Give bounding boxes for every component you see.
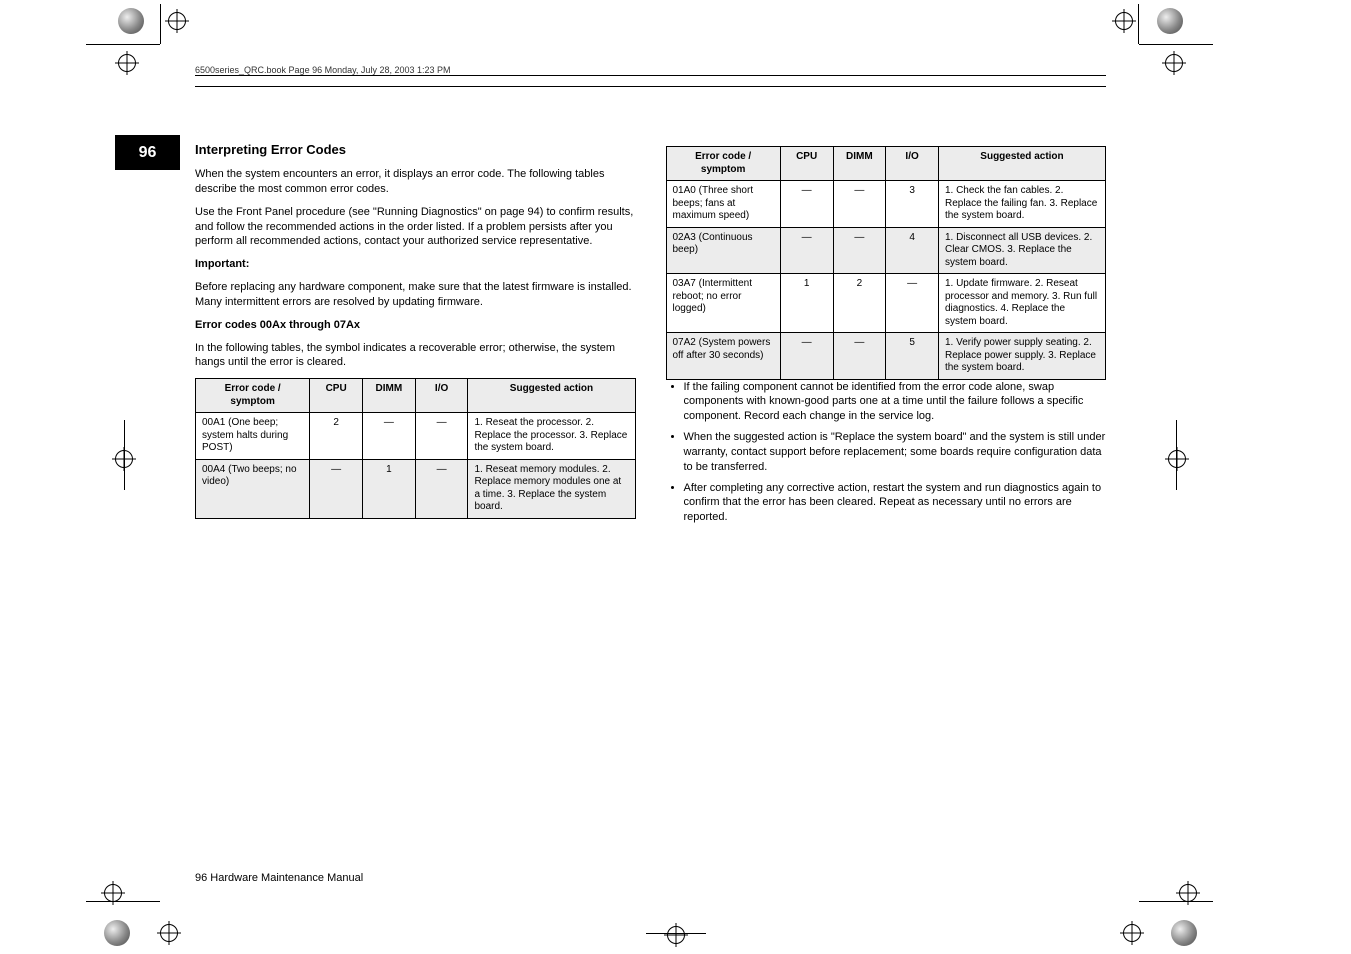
table-header-row: Error code / symptom CPU DIMM I/O Sugges… bbox=[666, 147, 1106, 181]
crop-h-tr bbox=[1139, 44, 1213, 45]
intro-para-1: When the system encounters an error, it … bbox=[195, 167, 636, 197]
header-rule-1 bbox=[195, 75, 1106, 76]
cell: 03A7 (Intermittent reboot; no error logg… bbox=[666, 274, 780, 333]
col-head: DIMM bbox=[833, 147, 886, 181]
reg-sphere-br bbox=[1171, 920, 1197, 946]
header-rule-2 bbox=[195, 86, 1106, 87]
cell: 1. Reseat the processor. 2. Replace the … bbox=[468, 413, 635, 460]
reg-cross-tl bbox=[168, 12, 186, 30]
table-row: 07A2 (System powers off after 30 seconds… bbox=[666, 333, 1106, 380]
reg-sphere-tl bbox=[118, 8, 144, 34]
right-column: Error code / symptom CPU DIMM I/O Sugges… bbox=[666, 142, 1107, 533]
crop-v-ml bbox=[124, 420, 125, 490]
table-header-row: Error code / symptom CPU DIMM I/O Sugges… bbox=[196, 379, 636, 413]
reg-cross-br2 bbox=[1179, 884, 1197, 902]
notes-list: If the failing component cannot be ident… bbox=[666, 380, 1107, 526]
col-head: CPU bbox=[780, 147, 833, 181]
cell: 2 bbox=[833, 274, 886, 333]
table-row: 03A7 (Intermittent reboot; no error logg… bbox=[666, 274, 1106, 333]
reg-sphere-tr bbox=[1157, 8, 1183, 34]
cell: 00A1 (One beep; system halts during POST… bbox=[196, 413, 310, 460]
crop-v-mr bbox=[1176, 420, 1177, 490]
reg-cross-bl2 bbox=[104, 884, 122, 902]
cell: — bbox=[415, 459, 468, 518]
col-head: I/O bbox=[415, 379, 468, 413]
crop-h-tl bbox=[86, 44, 160, 45]
important-head: Important: bbox=[195, 257, 636, 272]
crop-h-bc bbox=[646, 933, 706, 934]
cell: — bbox=[833, 227, 886, 274]
table-row: 00A1 (One beep; system halts during POST… bbox=[196, 413, 636, 460]
reg-cross-bl bbox=[160, 924, 178, 942]
cell: — bbox=[780, 227, 833, 274]
cell: — bbox=[780, 333, 833, 380]
cell: 1. Update firmware. 2. Reseat processor … bbox=[938, 274, 1105, 333]
note-item: After completing any corrective action, … bbox=[684, 481, 1107, 526]
crop-v-tl bbox=[160, 4, 161, 44]
file-meta: 6500series_QRC.book Page 96 Monday, July… bbox=[195, 65, 451, 75]
page-frame: 6500series_QRC.book Page 96 Monday, July… bbox=[195, 75, 1106, 533]
section-title: Interpreting Error Codes bbox=[195, 142, 636, 157]
cell: 00A4 (Two beeps; no video) bbox=[196, 459, 310, 518]
reg-cross-tl2 bbox=[118, 54, 136, 72]
cell: — bbox=[833, 333, 886, 380]
error-table-2: Error code / symptom CPU DIMM I/O Sugges… bbox=[666, 146, 1107, 380]
cell: — bbox=[415, 413, 468, 460]
cell: — bbox=[833, 181, 886, 228]
page-number-badge: 96 bbox=[115, 135, 180, 170]
col-head: Suggested action bbox=[938, 147, 1105, 181]
table-row: 02A3 (Continuous beep) — — 4 1. Disconne… bbox=[666, 227, 1106, 274]
cell: — bbox=[363, 413, 416, 460]
important-body: Before replacing any hardware component,… bbox=[195, 280, 636, 310]
two-column-layout: Interpreting Error Codes When the system… bbox=[195, 142, 1106, 533]
reg-cross-bc bbox=[667, 926, 685, 944]
cell: — bbox=[886, 274, 939, 333]
reg-cross-br bbox=[1123, 924, 1141, 942]
cell: 1. Disconnect all USB devices. 2. Clear … bbox=[938, 227, 1105, 274]
table-row: 01A0 (Three short beeps; fans at maximum… bbox=[666, 181, 1106, 228]
reg-cross-mr bbox=[1168, 450, 1186, 468]
crop-h-br bbox=[1139, 901, 1213, 902]
reg-cross-tr2 bbox=[1165, 54, 1183, 72]
left-column: Interpreting Error Codes When the system… bbox=[195, 142, 636, 533]
note-item: When the suggested action is "Replace th… bbox=[684, 430, 1107, 475]
cell: 4 bbox=[886, 227, 939, 274]
reg-cross-tr bbox=[1115, 12, 1133, 30]
reg-sphere-bl bbox=[104, 920, 130, 946]
col-head: I/O bbox=[886, 147, 939, 181]
crop-h-bl bbox=[86, 901, 160, 902]
col-head: CPU bbox=[310, 379, 363, 413]
cell: 2 bbox=[310, 413, 363, 460]
cell: 1 bbox=[780, 274, 833, 333]
symbol-note: In the following tables, the symbol indi… bbox=[195, 341, 636, 371]
cell: 5 bbox=[886, 333, 939, 380]
cell: 07A2 (System powers off after 30 seconds… bbox=[666, 333, 780, 380]
cell: 1. Check the fan cables. 2. Replace the … bbox=[938, 181, 1105, 228]
subsection-head: Error codes 00Ax through 07Ax bbox=[195, 318, 636, 333]
cell: 1. Verify power supply seating. 2. Repla… bbox=[938, 333, 1105, 380]
col-head: Suggested action bbox=[468, 379, 635, 413]
table-row: 00A4 (Two beeps; no video) — 1 — 1. Rese… bbox=[196, 459, 636, 518]
error-table-1: Error code / symptom CPU DIMM I/O Sugges… bbox=[195, 378, 636, 519]
reg-cross-ml bbox=[115, 450, 133, 468]
cell: 1. Reseat memory modules. 2. Replace mem… bbox=[468, 459, 635, 518]
cell: — bbox=[780, 181, 833, 228]
crop-v-tr bbox=[1138, 4, 1139, 44]
col-head: DIMM bbox=[363, 379, 416, 413]
cell: 1 bbox=[363, 459, 416, 518]
cell: 01A0 (Three short beeps; fans at maximum… bbox=[666, 181, 780, 228]
cell: — bbox=[310, 459, 363, 518]
intro-para-2: Use the Front Panel procedure (see "Runn… bbox=[195, 205, 636, 250]
footer-page-label: 96 Hardware Maintenance Manual bbox=[195, 872, 363, 884]
col-head: Error code / symptom bbox=[666, 147, 780, 181]
cell: 3 bbox=[886, 181, 939, 228]
col-head: Error code / symptom bbox=[196, 379, 310, 413]
cell: 02A3 (Continuous beep) bbox=[666, 227, 780, 274]
note-item: If the failing component cannot be ident… bbox=[684, 380, 1107, 425]
